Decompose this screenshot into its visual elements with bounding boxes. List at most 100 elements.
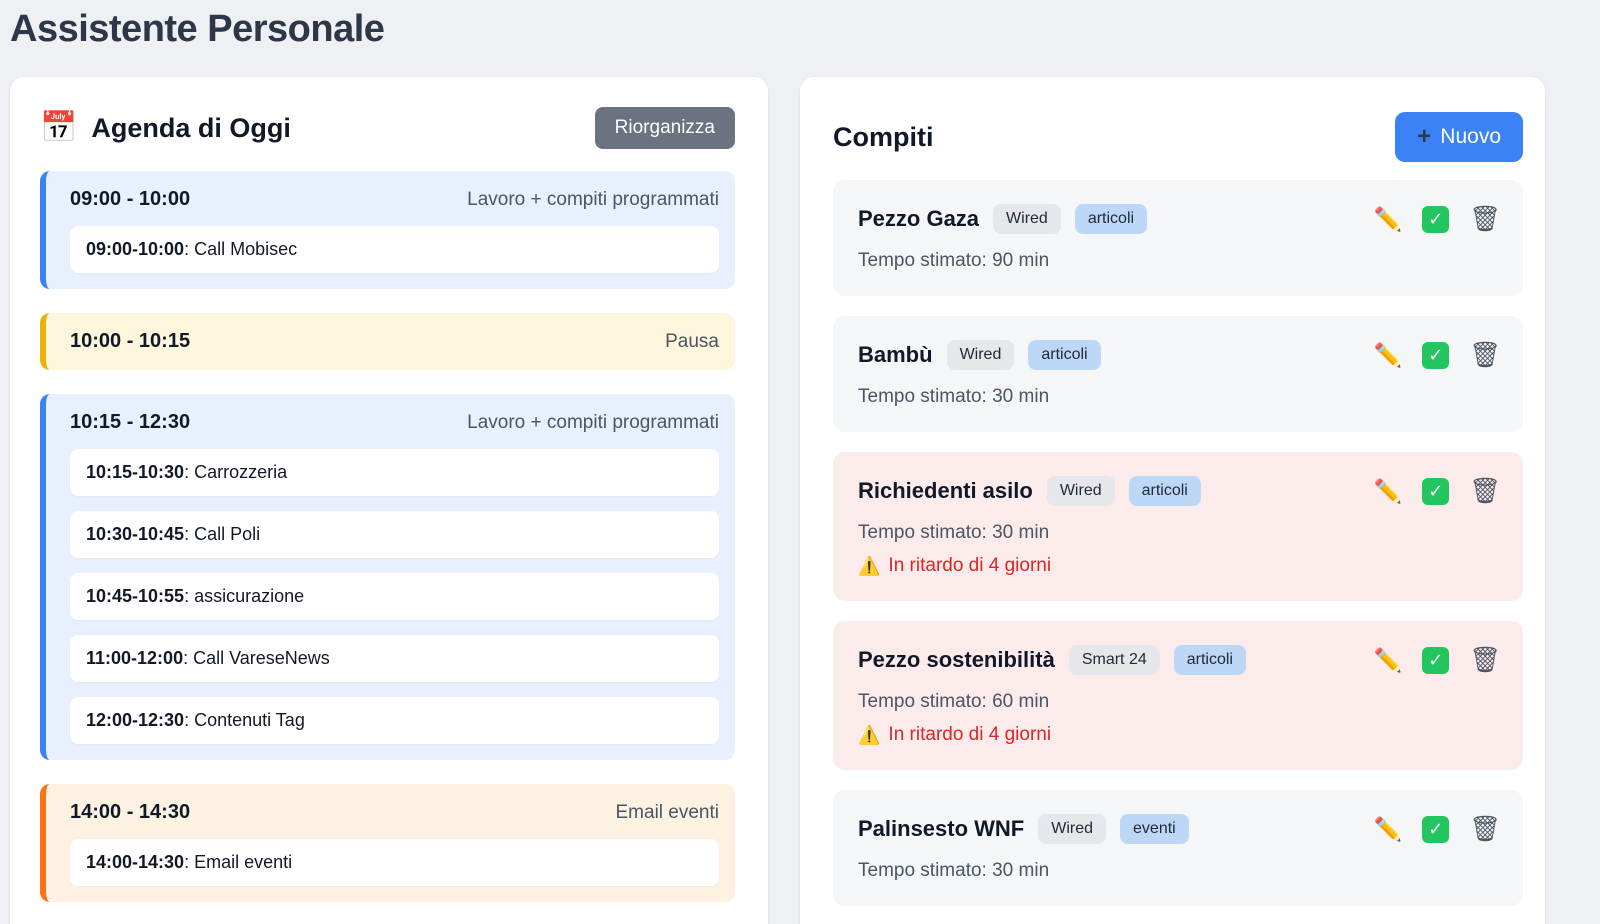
agenda-item-text: : Carrozzeria [184,462,288,482]
warning-icon: ⚠️ [858,724,881,745]
delete-task-button[interactable]: 🗑 [1469,476,1501,505]
agenda-item-text: : Email eventi [184,852,293,872]
agenda-item-time: 09:00-10:00 [86,239,185,259]
task-estimated-time: Tempo stimato: 30 min [858,386,1050,407]
agenda-item-text: : Contenuti Tag [184,710,305,730]
task-header-row: Palinsesto WNF Wired eventi ✏️ ✓ 🗑 [858,814,1501,844]
edit-task-button[interactable]: ✏️ [1373,477,1403,504]
plus-icon: + [1417,123,1432,150]
reorganize-button[interactable]: Riorganizza [594,107,735,149]
agenda-item-time: 11:00-12:00 [86,648,184,668]
pencil-icon: ✏️ [1373,646,1403,673]
agenda-time-block: 10:15 - 12:30 Lavoro + compiti programma… [40,394,735,760]
task-card: Richiedenti asilo Wired articoli ✏️ ✓ 🗑 … [833,452,1523,601]
delete-task-button[interactable]: 🗑 [1469,814,1501,843]
edit-task-button[interactable]: ✏️ [1373,341,1403,368]
complete-task-button[interactable]: ✓ [1422,815,1450,843]
complete-task-button[interactable]: ✓ [1422,646,1450,674]
task-estimated-time: Tempo stimato: 90 min [858,250,1050,271]
agenda-item-text: : Call Poli [184,524,261,544]
delete-task-button[interactable]: 🗑 [1469,204,1501,233]
trash-icon: 🗑 [1469,204,1501,233]
agenda-item: 11:00-12:00: Call VareseNews [70,635,719,682]
pencil-icon: ✏️ [1373,477,1403,504]
task-estimated-time: Tempo stimato: 30 min [858,522,1050,543]
task-header-row: Pezzo Gaza Wired articoli ✏️ ✓ 🗑 [858,204,1501,234]
delete-task-button[interactable]: 🗑 [1469,645,1501,674]
pencil-icon: ✏️ [1373,205,1403,232]
agenda-item-time: 10:45-10:55 [86,586,185,606]
agenda-block-items: 09:00-10:00: Call Mobisec [70,226,719,273]
task-title: Bambù [858,342,933,367]
agenda-time-block: 14:00 - 14:30 Email eventi 14:00-14:30: … [40,784,735,902]
task-title: Pezzo sostenibilità [858,647,1055,672]
warning-icon: ⚠️ [858,555,881,576]
agenda-time-block: 09:00 - 10:00 Lavoro + compiti programma… [40,171,735,289]
complete-task-button[interactable]: ✓ [1422,341,1450,369]
agenda-block-header: 10:15 - 12:30 Lavoro + compiti programma… [70,411,719,434]
task-actions: ✏️ ✓ 🗑 [1373,476,1501,505]
agenda-block-header: 10:00 - 10:15 Pausa [70,330,719,353]
agenda-item: 14:00-14:30: Email eventi [70,839,719,886]
task-category-badge: articoli [1074,204,1148,234]
task-actions: ✏️ ✓ 🗑 [1374,814,1501,843]
agenda-item: 10:45-10:55: assicurazione [70,573,719,620]
pencil-icon: ✏️ [1373,341,1403,368]
agenda-item-time: 10:15-10:30 [86,462,185,482]
complete-task-button[interactable]: ✓ [1422,205,1450,233]
agenda-item: 10:30-10:45: Call Poli [70,511,719,558]
task-category-badge: articoli [1128,476,1201,506]
agenda-block-time-range: 10:00 - 10:15 [70,330,191,352]
agenda-item-text: : assicurazione [184,586,305,606]
task-card: Palinsesto WNF Wired eventi ✏️ ✓ 🗑 Tempo… [833,790,1523,906]
check-icon: ✓ [1422,815,1450,843]
task-category-badge: eventi [1120,814,1189,844]
edit-task-button[interactable]: ✏️ [1373,205,1403,232]
trash-icon: 🗑 [1469,476,1501,505]
agenda-title: Agenda di Oggi [91,112,291,143]
edit-task-button[interactable]: ✏️ [1373,646,1403,673]
task-title: Richiedenti asilo [858,478,1033,503]
tasks-panel: Compiti + Nuovo Pezzo Gaza Wired articol… [800,77,1545,924]
agenda-panel: 📅 Agenda di Oggi Riorganizza 09:00 - 10:… [10,77,768,924]
task-header-row: Bambù Wired articoli ✏️ ✓ 🗑 [858,340,1501,370]
check-icon: ✓ [1422,477,1450,505]
task-category-badge: articoli [1173,645,1246,675]
main-layout: 📅 Agenda di Oggi Riorganizza 09:00 - 10:… [10,77,1600,924]
task-source-badge: Wired [993,204,1061,234]
agenda-block-items: 14:00-14:30: Email eventi [70,839,719,886]
agenda-item-text: : Call VareseNews [183,648,330,668]
task-overdue-text: In ritardo di 4 giorni [888,724,1052,745]
new-task-button-label: Nuovo [1440,125,1501,148]
task-title: Palinsesto WNF [858,816,1025,841]
agenda-header: 📅 Agenda di Oggi Riorganizza [40,107,735,149]
agenda-item: 10:15-10:30: Carrozzeria [70,449,719,496]
task-header-row: Richiedenti asilo Wired articoli ✏️ ✓ 🗑 [858,476,1501,506]
task-card: Pezzo sostenibilità Smart 24 articoli ✏️… [833,621,1523,770]
check-icon: ✓ [1422,205,1450,233]
agenda-item-time: 14:00-14:30 [86,852,185,872]
agenda-item-time: 12:00-12:30 [86,710,185,730]
agenda-item-time: 10:30-10:45 [86,524,185,544]
new-task-button[interactable]: + Nuovo [1395,112,1523,162]
edit-task-button[interactable]: ✏️ [1374,817,1403,841]
trash-icon: 🗑 [1469,645,1501,674]
agenda-item-text: : Call Mobisec [184,239,298,259]
agenda-block-header: 09:00 - 10:00 Lavoro + compiti programma… [70,188,719,211]
agenda-item: 09:00-10:00: Call Mobisec [70,226,719,273]
agenda-time-block: 10:00 - 10:15 Pausa [40,313,735,370]
trash-icon: 🗑 [1469,814,1501,843]
agenda-block-label: Email eventi [615,802,720,823]
task-source-badge: Wired [946,340,1015,370]
task-title: Pezzo Gaza [858,206,980,231]
agenda-item: 12:00-12:30: Contenuti Tag [70,697,719,744]
check-icon: ✓ [1422,646,1450,674]
task-estimated-time: Tempo stimato: 60 min [858,691,1050,712]
delete-task-button[interactable]: 🗑 [1469,342,1501,368]
agenda-block-header: 14:00 - 14:30 Email eventi [70,801,719,824]
task-source-badge: Wired [1046,476,1115,506]
tasks-header: Compiti + Nuovo [833,112,1523,162]
task-overdue-warning: ⚠️ In ritardo di 4 giorni [858,724,1501,746]
agenda-block-label: Lavoro + compiti programmati [467,412,719,433]
complete-task-button[interactable]: ✓ [1422,477,1450,505]
